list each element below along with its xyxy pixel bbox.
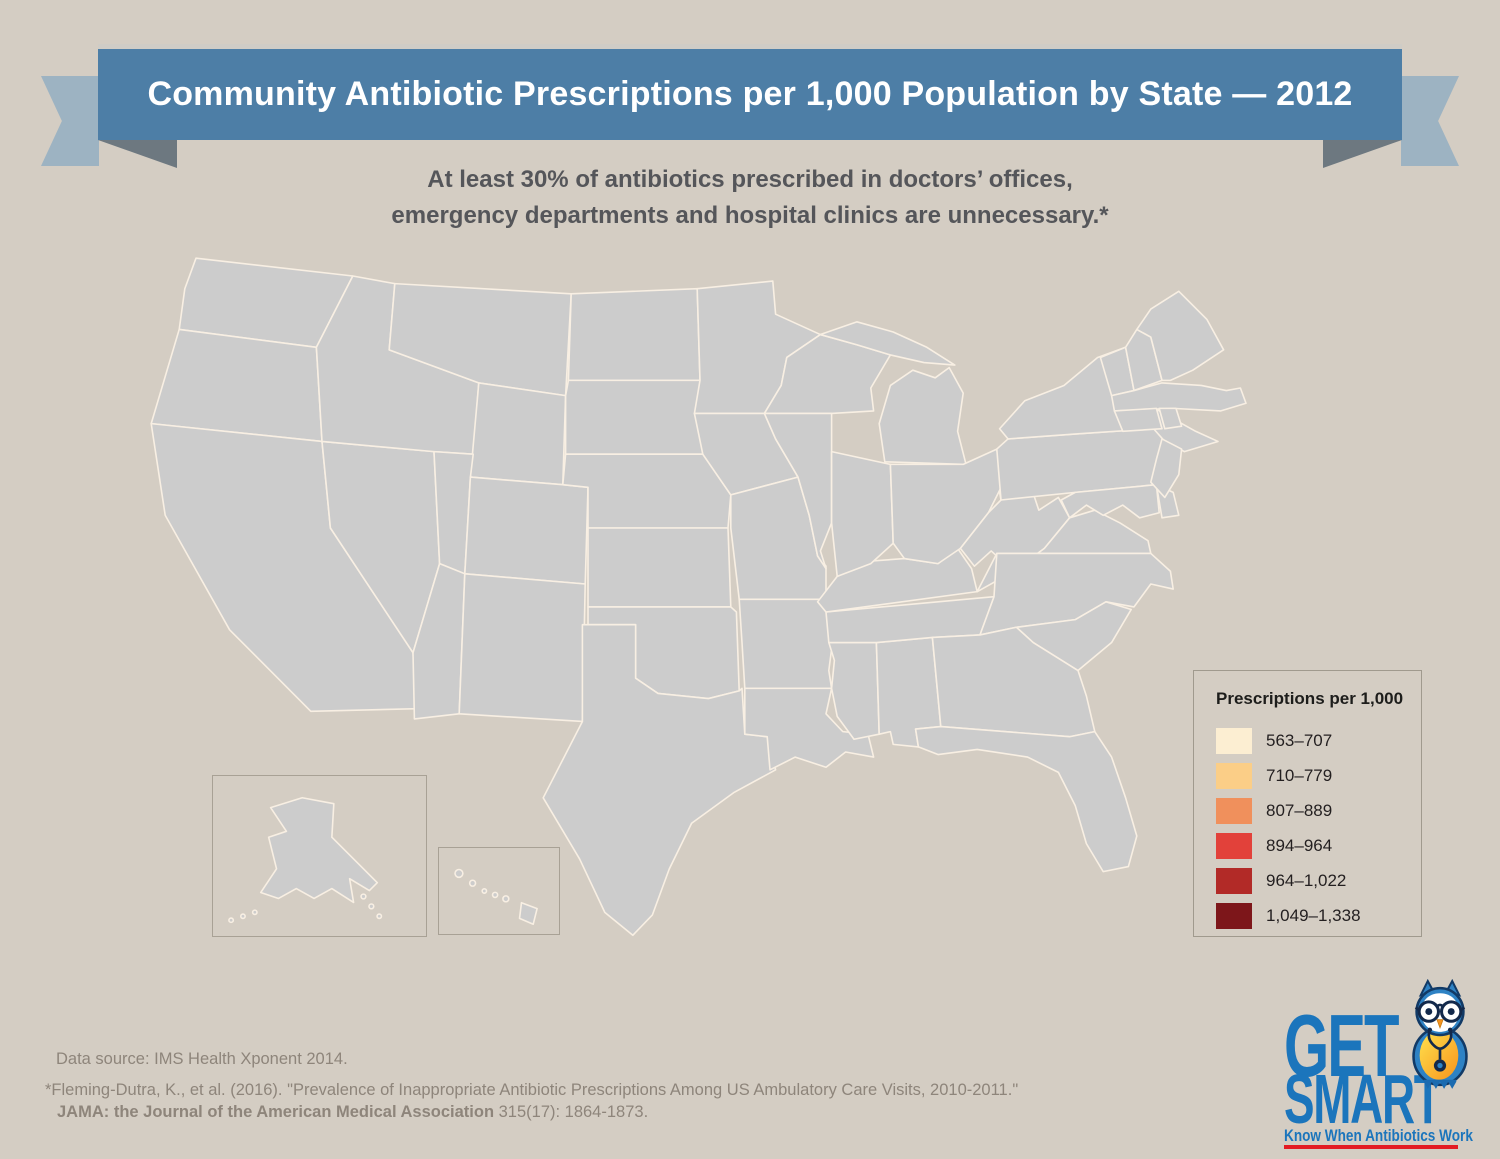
state-or (151, 329, 322, 441)
subtitle: At least 30% of antibiotics prescribed i… (0, 162, 1500, 234)
alaska-aleutian-island (229, 918, 233, 922)
stethoscope-chestpiece-icon (1437, 1062, 1443, 1069)
owl-beak (1436, 1019, 1444, 1030)
legend-label: 1,049–1,338 (1266, 905, 1361, 925)
owl-mascot-icon (1412, 979, 1468, 1089)
page-title: Community Antibiotic Prescriptions per 1… (147, 75, 1353, 113)
ribbon-tail-left (41, 76, 99, 166)
state-fl (916, 727, 1137, 872)
hawaii-inset-box (438, 847, 560, 935)
alaska-aleutian-island (253, 910, 257, 914)
alaska-southeast-island (377, 914, 381, 918)
stethoscope-icon (1427, 1029, 1453, 1060)
state-nd (568, 289, 700, 381)
state-ar (739, 599, 834, 688)
state-ne (563, 454, 731, 528)
legend-label: 964–1,022 (1266, 870, 1347, 890)
us-choropleth-map (140, 248, 1260, 948)
legend-row: 710–779 (1216, 758, 1421, 793)
legend-row: 807–889 (1216, 793, 1421, 828)
legend-label: 807–889 (1266, 800, 1333, 820)
hawaii-island (503, 896, 509, 902)
hawaii-island (455, 870, 463, 878)
alaska-aleutian-island (241, 914, 245, 918)
legend-label: 563–707 (1266, 730, 1333, 750)
alaska-inset-map (213, 776, 426, 936)
state-az (413, 564, 465, 719)
legend-swatch-2 (1216, 762, 1252, 789)
state-la (745, 688, 874, 769)
hawaii-island (493, 892, 498, 897)
footnote-text: *Fleming-Dutra, K., et al. (2016). "Prev… (45, 1081, 1019, 1099)
state-ct (1114, 408, 1162, 431)
owl-feet (1423, 1079, 1457, 1089)
hawaii-big-island (520, 903, 538, 925)
state-mi (879, 368, 966, 465)
owl-eye (1425, 1008, 1433, 1016)
state-ri (1159, 408, 1181, 428)
state-tx (543, 625, 775, 936)
state-ak (261, 798, 378, 903)
subtitle-line-1: At least 30% of antibiotics prescribed i… (427, 166, 1073, 193)
legend-label: 894–964 (1266, 835, 1333, 855)
alaska-southeast-island (369, 904, 374, 909)
legend-row: 563–707 (1216, 723, 1421, 758)
state-wy (470, 383, 565, 485)
state-sd (566, 380, 703, 454)
legend-swatch-6 (1216, 902, 1252, 929)
legend-row: 964–1,022 (1216, 863, 1421, 898)
hawaii-island (482, 889, 486, 893)
logo-red-underline (1284, 1145, 1458, 1149)
hawaii-inset-map (439, 848, 559, 934)
hawaii-island (470, 880, 476, 886)
footnote-journal: JAMA: the Journal of the American Medica… (57, 1102, 495, 1121)
state-nj (1151, 439, 1182, 498)
alaska-inset-box (212, 775, 427, 937)
logo-get-text: GET (1284, 996, 1399, 1095)
owl-eye (1447, 1008, 1455, 1016)
alaska-southeast-island (361, 894, 366, 899)
state-mi-upper-peninsula (820, 322, 954, 365)
subtitle-line-2: emergency departments and hospital clini… (391, 202, 1109, 229)
legend-title: Prescriptions per 1,000 (1216, 689, 1404, 708)
stethoscope-earpiece-icon (1447, 1027, 1453, 1033)
footnote: *Fleming-Dutra, K., et al. (2016). "Prev… (45, 1080, 1047, 1123)
data-source: Data source: IMS Health Xponent 2014. (56, 1050, 348, 1068)
logo-tagline: Know When Antibiotics Work (1284, 1126, 1473, 1145)
stethoscope-earpiece-icon (1427, 1027, 1433, 1033)
legend-row: 894–964 (1216, 828, 1421, 863)
footnote-citation: 315(17): 1864-1873. (494, 1102, 649, 1121)
legend-swatch-5 (1216, 867, 1252, 894)
map-legend: Prescriptions per 1,000 563–707 710–779 … (1193, 670, 1422, 937)
title-banner: Community Antibiotic Prescriptions per 1… (98, 44, 1402, 140)
state-ks (588, 528, 731, 607)
logo-smart-text: SMART (1284, 1060, 1442, 1138)
state-co (465, 477, 588, 584)
state-in (832, 452, 894, 577)
legend-row: 1,049–1,338 (1216, 898, 1421, 933)
ribbon-tail-right (1401, 76, 1459, 166)
legend-swatch-3 (1216, 797, 1252, 824)
legend-swatch-1 (1216, 727, 1252, 754)
state-nm (459, 574, 585, 722)
state-nc (980, 553, 1173, 634)
state-me (1137, 291, 1224, 380)
legend-swatch-4 (1216, 832, 1252, 859)
legend-label: 710–779 (1266, 765, 1333, 785)
state-md (1061, 485, 1159, 518)
